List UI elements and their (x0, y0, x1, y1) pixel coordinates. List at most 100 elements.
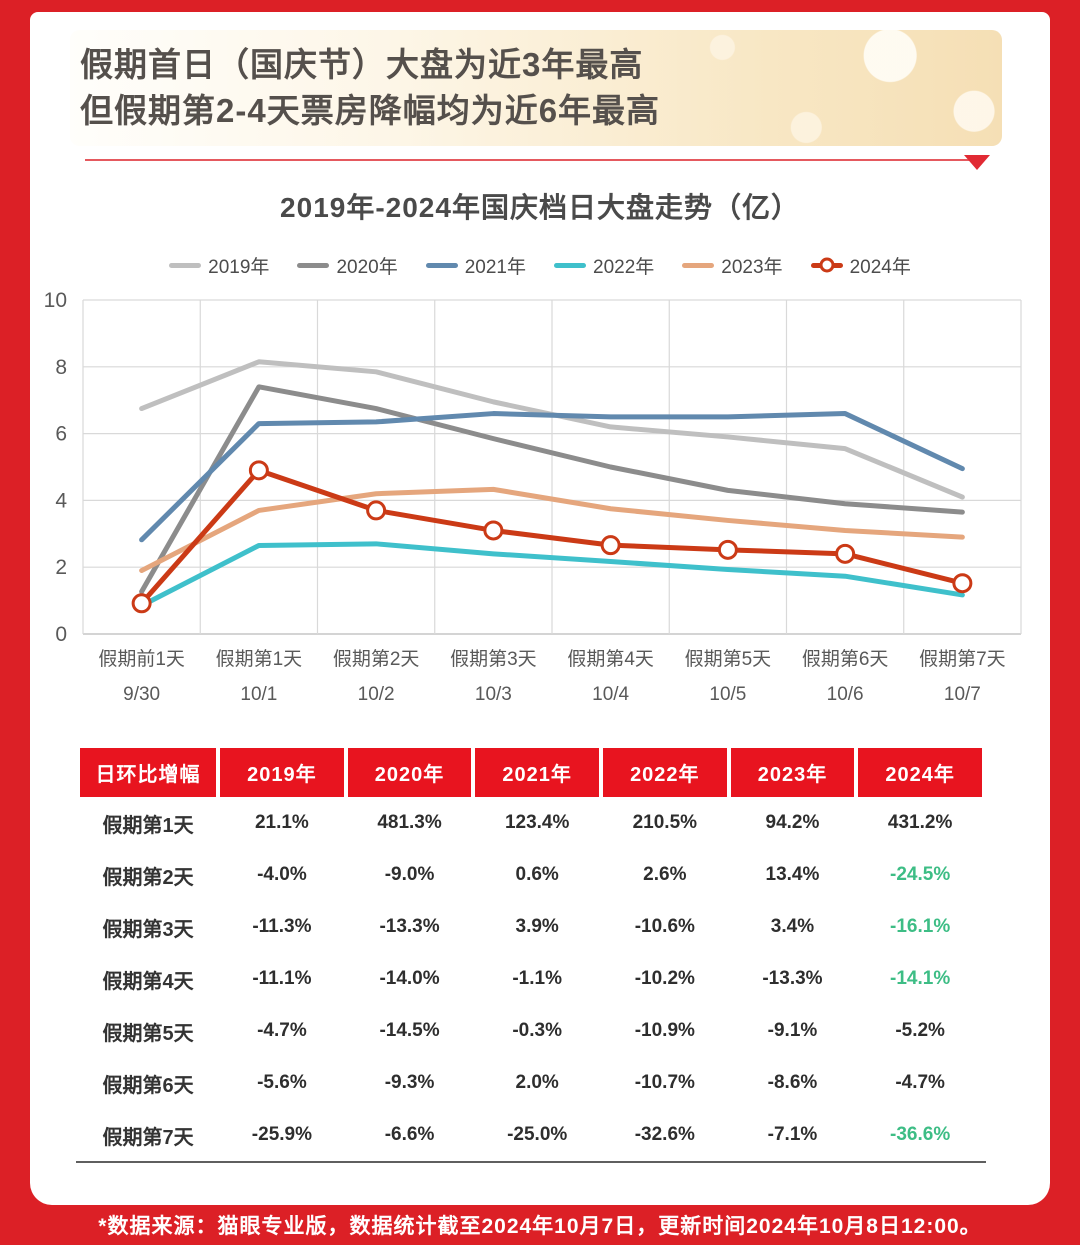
x-tick-date-label: 10/5 (709, 684, 746, 705)
table-row-label: 假期第7天 (102, 1126, 194, 1149)
x-tick-day-label: 假期第2天 (333, 648, 420, 670)
y-tick-label: 8 (55, 356, 67, 379)
x-tick-date-label: 9/30 (123, 684, 160, 705)
table-cell: -5.6% (257, 1072, 307, 1093)
table-cell: -11.3% (252, 916, 312, 937)
legend-label: 2021年 (464, 256, 526, 278)
series-line-2020年 (139, 384, 965, 595)
table-row: 假期第7天 -25.9% -6.6% -25.0% -32.6% -7.1% -36.6% (80, 1109, 982, 1161)
triangle-down-icon (964, 155, 990, 170)
table-cell: 21.1% (254, 812, 309, 833)
legend-swatch-icon (425, 262, 458, 268)
growth-table-head: 日环比增幅 2019年 2020年 2021年 2022年 2023年 2024年 (80, 748, 982, 797)
table-year-header: 2022年 (603, 748, 727, 797)
legend-swatch-icon (554, 262, 586, 268)
table-cell: 3.9% (515, 916, 559, 937)
x-tick-day-label: 假期第5天 (685, 648, 772, 670)
table-cell: -9.0% (384, 864, 435, 885)
growth-table-body: 假期第1天 21.1% 481.3% 123.4% 210.5% 94.2% 431.2% 假… (80, 797, 982, 1161)
table-cell: -0.3% (512, 1020, 562, 1041)
table-cell: 3.4% (770, 916, 815, 937)
y-tick-label: 6 (55, 423, 67, 446)
legend-swatch-icon (169, 262, 202, 268)
content-card: 假期首日（国庆节）大盘为近3年最高 但假期第2-4天票房降幅均为近6年最高 20… (30, 12, 1050, 1205)
page-title-line2: 但假期第2-4天票房降幅均为近6年最高 (80, 91, 661, 129)
divider-line (85, 159, 980, 161)
table-year-header: 2024年 (858, 748, 982, 797)
y-tick-label: 10 (44, 289, 67, 312)
page-title: 假期首日（国庆节）大盘为近3年最高 但假期第2-4天票房降幅均为近6年最高 (70, 30, 1002, 133)
table-cell: -25.9% (251, 1124, 312, 1145)
data-point-marker (248, 460, 269, 481)
table-cell: -10.6% (634, 916, 695, 937)
table-cell: -6.6% (384, 1124, 435, 1145)
table-cell: 2.6% (643, 864, 687, 885)
data-point-marker (366, 500, 387, 521)
legend-label: 2019年 (208, 256, 270, 278)
table-cell: 481.3% (377, 812, 442, 833)
table-cell: 94.2% (765, 812, 820, 833)
table-cell: -11.1% (252, 968, 312, 989)
table-cell: -4.7% (895, 1072, 945, 1093)
legend-item-2021年: 2021年 (425, 252, 526, 279)
table-cell: -25.0% (507, 1124, 568, 1145)
table-cell: -14.5% (379, 1020, 440, 1041)
legend-item-2022年: 2022年 (554, 252, 654, 279)
growth-table: 日环比增幅 2019年 2020年 2021年 2022年 2023年 2024年 假期第1… (76, 748, 986, 1161)
table-row: 假期第1天 21.1% 481.3% 123.4% 210.5% 94.2% 431.2% (80, 797, 982, 849)
series-line-2023年 (139, 486, 965, 574)
table-row: 假期第3天 -11.3% -13.3% 3.9% -10.6% 3.4% -16.1% (80, 901, 982, 953)
table-cell: -24.5% (890, 864, 951, 885)
legend-label: 2023年 (721, 256, 783, 278)
page-title-line1: 假期首日（国庆节）大盘为近3年最高 (80, 46, 644, 83)
legend-marker-icon (819, 257, 835, 273)
table-cell: -4.0% (257, 864, 307, 885)
table-corner-header: 日环比增幅 (80, 748, 217, 797)
table-cell: -4.7% (257, 1020, 307, 1041)
table-cell: 2.0% (515, 1072, 559, 1093)
legend-item-2024年: 2024年 (810, 252, 911, 279)
legend-swatch-icon (297, 262, 330, 268)
table-cell: 431.2% (887, 812, 953, 833)
data-point-marker (483, 520, 504, 541)
legend-label: 2020年 (336, 256, 398, 278)
legend-label: 2024年 (849, 256, 911, 278)
legend-label: 2022年 (593, 256, 655, 278)
table-cell: -5.2% (895, 1020, 945, 1041)
table-cell: -1.1% (512, 968, 562, 989)
table-cell: -14.1% (890, 968, 951, 989)
data-point-marker (717, 539, 738, 560)
table-row: 假期第6天 -5.6% -9.3% 2.0% -10.7% -8.6% -4.7% (80, 1057, 982, 1109)
table-row-label: 假期第1天 (102, 814, 194, 837)
x-tick-date-label: 10/3 (475, 684, 512, 705)
x-tick-date-label: 10/6 (827, 684, 864, 705)
trend-chart: 0 2 4 6 8 10 假期前1天 9/30 假期第1天 10/1 假期第2天 10/2 假期第3天 1… (44, 289, 1022, 705)
table-row-label: 假期第5天 (102, 1022, 194, 1045)
table-cell: -16.1% (890, 916, 951, 937)
y-tick-label: 2 (55, 556, 67, 579)
x-tick-day-label: 假期第1天 (216, 648, 303, 670)
growth-table-wrap: 日环比增幅 2019年 2020年 2021年 2022年 2023年 2024年 假期第1… (76, 748, 986, 1163)
table-cell: -13.3% (379, 916, 440, 937)
table-cell: 123.4% (504, 812, 570, 833)
table-row-label: 假期第6天 (102, 1074, 194, 1097)
chart-legend: 2019年 2020年 2021年 2022年 2023年 2024年 (30, 250, 1050, 280)
table-row-label: 假期第3天 (102, 918, 194, 941)
table-cell: -10.7% (634, 1072, 695, 1093)
table-year-header: 2021年 (475, 748, 599, 797)
data-point-marker (952, 573, 973, 594)
table-cell: -14.0% (379, 968, 440, 989)
table-year-header: 2019年 (220, 748, 344, 797)
x-tick-day-label: 假期第4天 (567, 648, 654, 670)
y-tick-label: 0 (55, 623, 67, 646)
table-row: 假期第2天 -4.0% -9.0% 0.6% 2.6% 13.4% -24.5% (80, 849, 982, 901)
x-tick-day-label: 假期第7天 (919, 648, 1006, 670)
x-tick-day-label: 假期前1天 (98, 648, 185, 670)
series-line-2022年 (139, 541, 965, 609)
table-cell: 0.6% (515, 864, 559, 885)
table-row: 假期第4天 -11.1% -14.0% -1.1% -10.2% -13.3% -14.1% (80, 953, 982, 1005)
table-cell: -13.3% (762, 968, 823, 989)
table-cell: 13.4% (765, 864, 820, 885)
series-line-2024年 (139, 467, 965, 606)
table-cell: -36.6% (890, 1124, 951, 1145)
